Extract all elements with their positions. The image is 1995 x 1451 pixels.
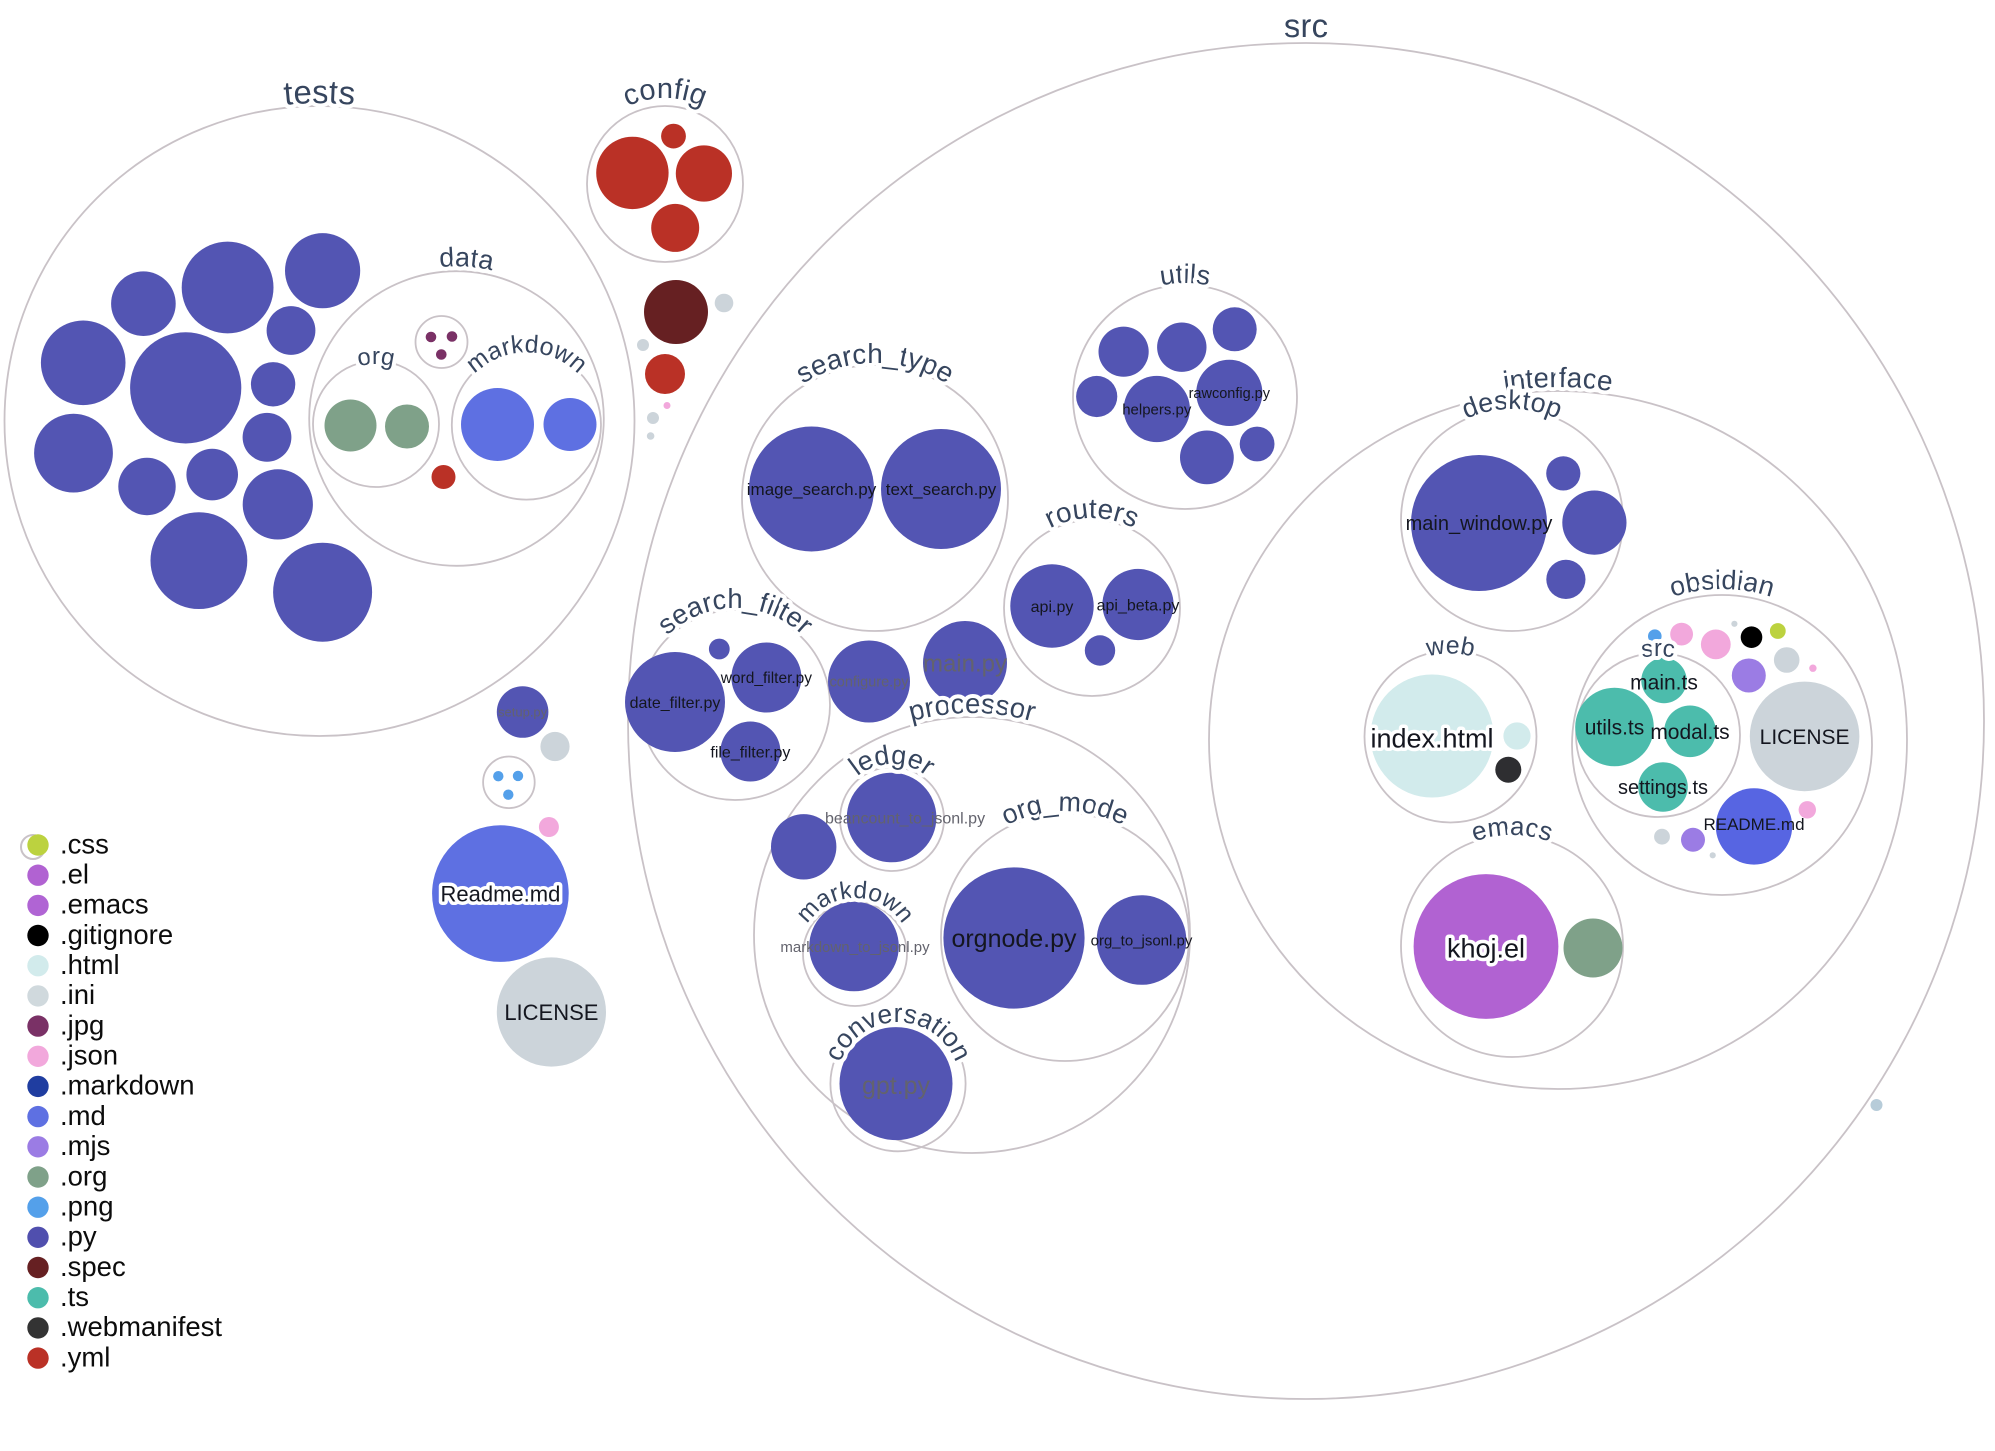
svg-text:orgnode.py: orgnode.py — [951, 925, 1077, 953]
svg-text:date_filter.py: date_filter.py — [630, 695, 721, 712]
svg-text:gpt.py: gpt.py — [862, 1072, 931, 1100]
svg-text:modal.ts: modal.ts — [1650, 721, 1729, 744]
svg-text:main.py: main.py — [923, 651, 1007, 678]
svg-text:markdown_to_jsonl.py: markdown_to_jsonl.py — [780, 939, 930, 956]
svg-text:.json: .json — [60, 1040, 118, 1071]
svg-text:text_search.py: text_search.py — [886, 480, 997, 499]
svg-text:word_filter.py: word_filter.py — [720, 670, 813, 687]
svg-text:.ini: .ini — [60, 979, 95, 1010]
svg-text:.el: .el — [60, 859, 89, 890]
svg-text:configure.py: configure.py — [830, 675, 910, 691]
svg-text:org: org — [355, 343, 397, 372]
svg-text:.mjs: .mjs — [60, 1130, 110, 1161]
svg-text:.png: .png — [60, 1191, 114, 1222]
svg-text:main_window.py: main_window.py — [1406, 513, 1553, 535]
svg-text:LICENSE: LICENSE — [1760, 726, 1850, 749]
svg-text:.py: .py — [60, 1221, 97, 1252]
svg-text:index.html: index.html — [1370, 724, 1493, 754]
svg-text:settings.ts: settings.ts — [1618, 777, 1708, 799]
svg-text:.gitignore: .gitignore — [60, 919, 173, 950]
svg-text:src: src — [1283, 7, 1328, 44]
svg-text:file_filter.py: file_filter.py — [710, 744, 790, 761]
svg-text:.webmanifest: .webmanifest — [60, 1311, 222, 1342]
svg-text:tests: tests — [282, 73, 357, 112]
svg-text:LICENSE: LICENSE — [504, 1000, 598, 1025]
svg-text:main.ts: main.ts — [1630, 672, 1698, 695]
svg-text:.jpg: .jpg — [60, 1009, 104, 1040]
svg-text:data: data — [438, 242, 497, 276]
svg-text:.markdown: .markdown — [60, 1070, 195, 1101]
svg-text:org_to_jsonl.py: org_to_jsonl.py — [1091, 932, 1193, 949]
svg-text:utils.ts: utils.ts — [1585, 717, 1645, 740]
svg-text:README.md: README.md — [1703, 815, 1804, 834]
svg-text:setup.py: setup.py — [498, 705, 548, 720]
svg-text:.css: .css — [60, 828, 109, 859]
svg-text:src: src — [1640, 635, 1677, 663]
svg-text:image_search.py: image_search.py — [747, 480, 877, 499]
svg-text:.emacs: .emacs — [60, 889, 149, 920]
svg-text:khoj.el: khoj.el — [1447, 934, 1525, 964]
svg-text:api.py: api.py — [1031, 599, 1074, 616]
svg-text:.ts: .ts — [60, 1281, 89, 1312]
svg-text:.spec: .spec — [60, 1251, 126, 1282]
svg-text:.org: .org — [60, 1160, 107, 1191]
svg-text:.yml: .yml — [60, 1341, 110, 1372]
svg-text:rawconfig.py: rawconfig.py — [1189, 386, 1271, 402]
svg-text:.md: .md — [60, 1100, 106, 1131]
svg-text:Readme.md: Readme.md — [440, 882, 560, 907]
svg-text:helpers.py: helpers.py — [1122, 401, 1192, 418]
svg-text:web: web — [1423, 631, 1477, 662]
svg-text:.html: .html — [60, 949, 120, 980]
svg-text:utils: utils — [1158, 259, 1213, 291]
svg-text:api_beta.py: api_beta.py — [1097, 597, 1180, 614]
svg-text:beancount_to_jsonl.py: beancount_to_jsonl.py — [825, 810, 985, 827]
